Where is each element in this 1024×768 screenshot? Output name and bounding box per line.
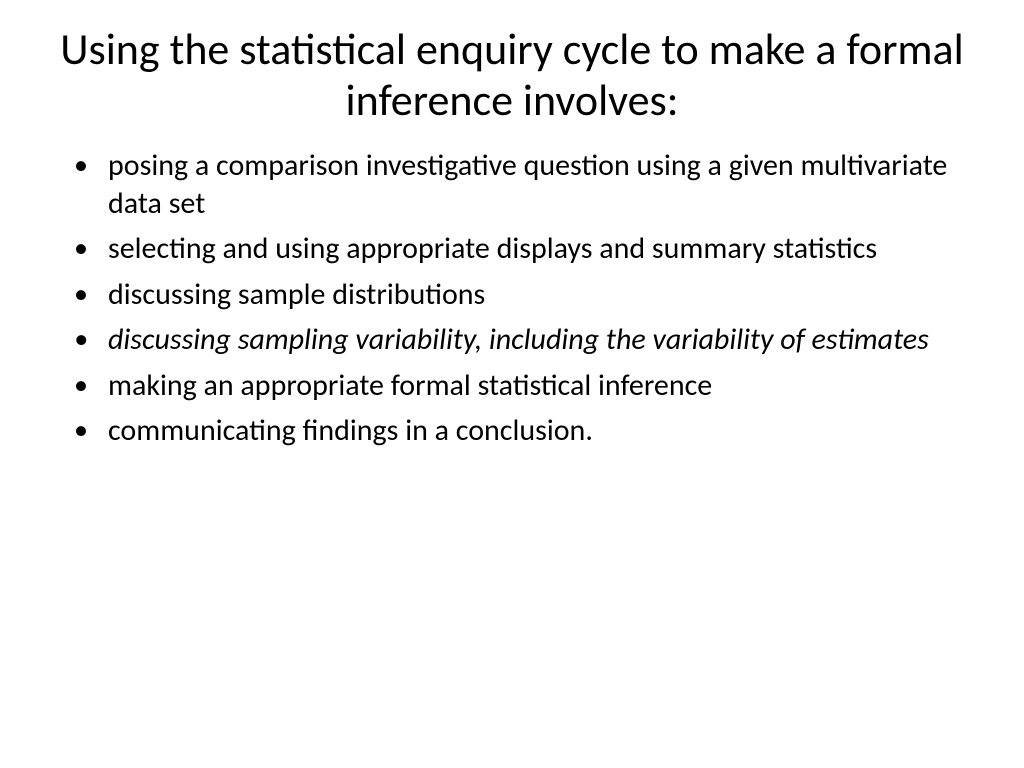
list-item: communicating findings in a conclusion. [74, 412, 964, 450]
slide: Using the statistical enquiry cycle to m… [0, 0, 1024, 768]
list-item: discussing sampling variability, includi… [74, 321, 964, 359]
slide-title: Using the statistical enquiry cycle to m… [60, 24, 964, 125]
list-item: discussing sample distributions [74, 276, 964, 314]
bullet-list: posing a comparison investigative questi… [60, 147, 964, 450]
list-item: making an appropriate formal statistical… [74, 367, 964, 405]
list-item: posing a comparison investigative questi… [74, 147, 964, 222]
list-item: selecting and using appropriate displays… [74, 230, 964, 268]
